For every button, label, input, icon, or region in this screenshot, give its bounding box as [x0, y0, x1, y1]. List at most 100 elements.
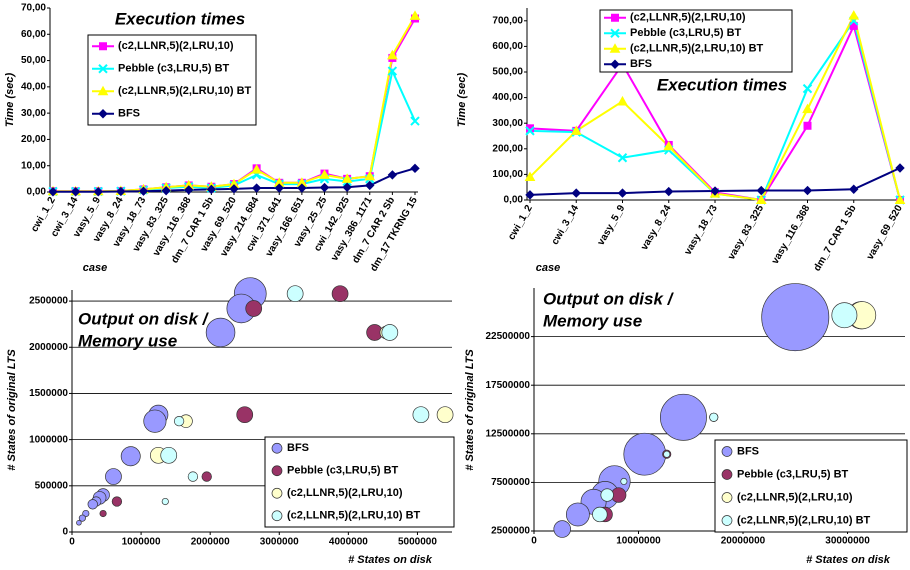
bubble: [565, 502, 590, 527]
bubble: [436, 406, 454, 424]
marker: [251, 183, 262, 193]
legend-swatch: [721, 492, 733, 503]
x-tick-label: 2000000: [191, 537, 230, 548]
y-tick-label: 30,00: [21, 108, 46, 119]
chart: 0,00 10,00 20,00 30,00 40,00 50,00 60,00 70,00 T…: [4, 3, 421, 274]
marker: [755, 194, 767, 204]
legend-label: (c2,LLNR,5)(2,LRU,10): [118, 40, 234, 52]
x-tick-label: vasy_116_368: [770, 203, 813, 266]
bubble: [120, 446, 141, 467]
marker: [610, 59, 620, 69]
marker: [663, 140, 675, 151]
marker: [710, 186, 720, 196]
marker: [617, 153, 628, 163]
bubble: [381, 324, 399, 341]
marker: [297, 183, 307, 193]
y-tick-label: 200,00: [492, 143, 523, 154]
legend-swatch: [271, 510, 283, 522]
legend-label: BFS: [118, 108, 140, 120]
marker: [387, 170, 398, 180]
x-axis-label: case: [83, 262, 107, 274]
bubble: [331, 285, 349, 303]
marker: [342, 182, 352, 192]
marker: [98, 109, 108, 119]
bubble: [105, 468, 122, 485]
marker: [274, 183, 284, 193]
bubble: [76, 520, 82, 526]
legend-label: Pebble (c3,LRU,5) BT: [737, 468, 849, 480]
legend-box: [264, 436, 455, 528]
marker: [802, 103, 813, 114]
marker: [894, 194, 906, 204]
marker: [364, 170, 376, 181]
x-tick-label: cwi_3_14: [550, 203, 582, 247]
marker: [571, 188, 581, 198]
bubble: [600, 488, 614, 502]
legend-label: (c2,LLNR,5)(2,LRU,10) BT: [287, 510, 421, 522]
y-tick-label: 20,00: [21, 134, 46, 145]
x-tick-label: cwi_1_2: [506, 203, 535, 242]
chart-title: Memory use: [78, 331, 177, 350]
y-tick-label: 500,00: [492, 67, 523, 78]
marker: [611, 13, 619, 22]
legend-swatch: [271, 465, 283, 477]
x-tick-label: vasy_5_9: [596, 203, 628, 247]
x-axis-label: # States on disk: [806, 554, 891, 566]
x-axis-label: case: [536, 262, 560, 274]
marker: [229, 184, 239, 194]
y-tick-label: 700,00: [492, 15, 523, 26]
bubble: [592, 506, 608, 523]
y-axis-label: Time (sec): [4, 73, 16, 128]
x-tick-label: vasy_83_325: [726, 203, 766, 262]
marker: [756, 185, 766, 196]
legend-label: Pebble (c3,LRU,5) BT: [630, 27, 742, 39]
marker: [319, 182, 330, 193]
bubble: [201, 471, 212, 482]
legend-swatch: [721, 469, 733, 480]
y-tick-label: 10,00: [21, 160, 46, 171]
legend-swatch: [721, 515, 733, 526]
y-tick-label: 12500000: [486, 428, 531, 439]
x-tick-label: 1000000: [122, 537, 161, 548]
y-tick-label: 17500000: [486, 380, 531, 391]
marker: [93, 187, 103, 197]
chart: 0 500000 1000000 1500000 2000000 2500000 # Sta…: [6, 277, 455, 566]
marker: [570, 125, 582, 135]
marker: [525, 126, 535, 136]
legend-swatch: [721, 446, 733, 457]
y-tick-label: 2500000: [491, 526, 530, 537]
y-axis-label: # States of original LTS: [6, 349, 18, 471]
marker: [48, 187, 58, 197]
y-tick-label: 0: [62, 527, 68, 538]
marker: [610, 28, 620, 38]
marker: [161, 185, 171, 196]
y-tick-label: 500000: [35, 480, 69, 491]
bubble: [111, 496, 123, 507]
bubble: [553, 520, 571, 538]
y-tick-label: 300,00: [492, 118, 523, 129]
y-tick-label: 40,00: [21, 81, 46, 92]
y-tick-label: 60,00: [21, 29, 46, 40]
bubble: [286, 285, 304, 303]
chart: 2500000 7500000 12500000 17500000 22500000 # …: [464, 283, 908, 566]
x-tick-label: 0: [531, 536, 537, 547]
legend-label: Pebble (c3,LRU,5) BT: [118, 63, 230, 75]
x-tick-label: 30000000: [825, 536, 870, 547]
legend-label: (c2,LLNR,5)(2,LRU,10): [630, 12, 746, 24]
legend-box: [87, 34, 257, 126]
bubble: [161, 497, 169, 506]
y-tick-label: 7500000: [491, 477, 530, 488]
marker: [617, 188, 628, 198]
marker: [184, 185, 194, 195]
marker: [341, 173, 353, 183]
bubble: [160, 446, 178, 464]
marker: [410, 116, 420, 126]
marker: [803, 121, 812, 130]
legend-label: BFS: [737, 445, 759, 457]
bubble: [623, 432, 667, 476]
legend-label: BFS: [287, 442, 309, 454]
y-tick-label: 400,00: [492, 92, 523, 103]
legend-label: BFS: [630, 58, 652, 70]
marker: [99, 42, 107, 51]
